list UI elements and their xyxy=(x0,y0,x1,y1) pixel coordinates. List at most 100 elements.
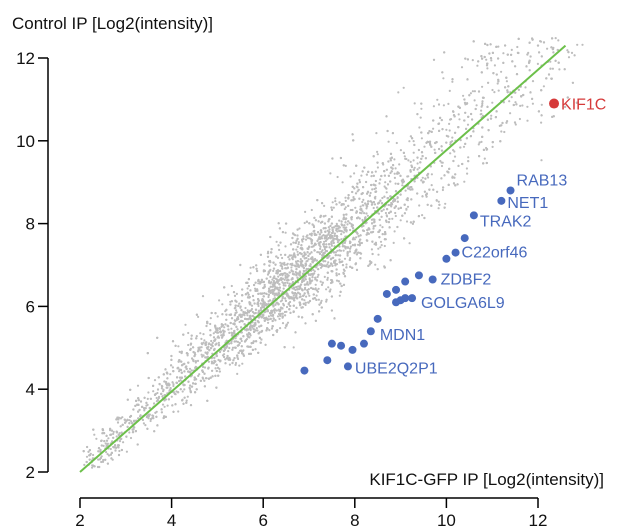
background-point xyxy=(241,352,244,355)
background-point xyxy=(323,248,326,251)
background-point xyxy=(217,374,220,377)
background-point xyxy=(341,245,344,248)
background-point xyxy=(327,237,330,240)
background-point xyxy=(344,218,347,221)
background-point xyxy=(481,96,485,99)
background-point xyxy=(197,315,200,318)
background-point xyxy=(491,145,494,148)
background-point xyxy=(201,295,205,298)
background-point xyxy=(292,310,295,313)
background-point xyxy=(367,200,370,203)
background-point xyxy=(506,53,509,56)
background-point xyxy=(371,188,374,191)
background-point xyxy=(389,195,392,198)
background-point xyxy=(291,236,294,240)
background-point xyxy=(389,204,392,207)
background-point xyxy=(378,182,381,185)
background-point xyxy=(158,383,161,386)
background-point xyxy=(283,346,286,349)
background-point xyxy=(370,183,373,187)
background-point xyxy=(249,345,252,348)
background-point xyxy=(286,321,290,324)
background-point xyxy=(229,303,232,306)
background-point xyxy=(275,269,278,273)
background-point xyxy=(392,241,395,244)
background-point xyxy=(356,182,359,185)
background-point xyxy=(240,299,243,303)
background-point xyxy=(486,62,489,65)
background-point xyxy=(203,366,207,369)
background-point xyxy=(318,233,321,236)
background-point xyxy=(335,222,338,225)
background-point xyxy=(116,421,120,424)
background-point xyxy=(546,47,549,50)
background-point xyxy=(232,359,235,362)
background-point xyxy=(341,242,344,245)
background-point xyxy=(305,220,308,223)
background-point xyxy=(316,275,319,278)
background-point xyxy=(278,286,281,289)
background-point xyxy=(277,275,280,278)
background-point xyxy=(92,453,95,457)
background-point xyxy=(183,370,186,373)
background-point xyxy=(551,67,555,70)
background-point xyxy=(144,407,147,410)
background-point xyxy=(292,248,295,251)
background-point xyxy=(203,385,206,388)
background-point xyxy=(211,341,214,344)
background-point xyxy=(272,267,276,270)
background-point xyxy=(247,284,250,288)
background-point xyxy=(316,239,319,242)
background-point xyxy=(147,391,150,394)
background-point xyxy=(228,331,231,334)
background-point xyxy=(287,294,290,297)
background-point xyxy=(327,286,330,289)
background-point xyxy=(268,299,272,302)
background-point xyxy=(481,126,484,129)
background-point xyxy=(380,215,383,218)
background-point xyxy=(420,179,423,182)
background-point xyxy=(156,388,160,391)
background-point xyxy=(227,293,230,296)
background-point xyxy=(119,425,122,428)
background-point xyxy=(228,342,231,345)
background-point xyxy=(292,233,295,236)
background-point xyxy=(165,371,168,374)
background-point xyxy=(284,281,287,284)
background-point xyxy=(376,150,379,153)
background-point xyxy=(275,240,278,243)
background-point xyxy=(481,135,484,138)
background-point xyxy=(160,387,163,390)
background-point xyxy=(376,166,379,169)
background-point xyxy=(353,187,356,190)
background-point xyxy=(349,257,352,260)
background-point xyxy=(248,336,251,339)
background-point xyxy=(147,415,150,418)
background-point xyxy=(334,251,337,254)
background-point xyxy=(358,244,361,247)
background-point xyxy=(377,230,380,233)
background-point xyxy=(440,145,443,148)
background-point xyxy=(485,161,488,165)
background-point xyxy=(328,290,331,293)
background-point xyxy=(249,334,252,337)
background-point xyxy=(237,304,240,307)
background-point xyxy=(403,212,406,215)
background-point xyxy=(255,340,258,343)
background-point xyxy=(284,299,287,302)
background-point xyxy=(417,215,420,218)
background-point xyxy=(374,179,377,183)
background-point xyxy=(241,362,244,365)
background-point xyxy=(421,195,424,198)
background-point xyxy=(368,194,371,197)
background-point xyxy=(493,64,496,67)
background-point xyxy=(107,437,110,440)
background-point xyxy=(112,432,115,435)
background-point xyxy=(357,251,360,254)
background-point xyxy=(166,377,169,380)
background-point xyxy=(504,86,507,89)
background-point xyxy=(576,43,579,46)
background-point xyxy=(225,346,228,349)
background-point xyxy=(416,192,419,195)
background-point xyxy=(291,277,294,280)
